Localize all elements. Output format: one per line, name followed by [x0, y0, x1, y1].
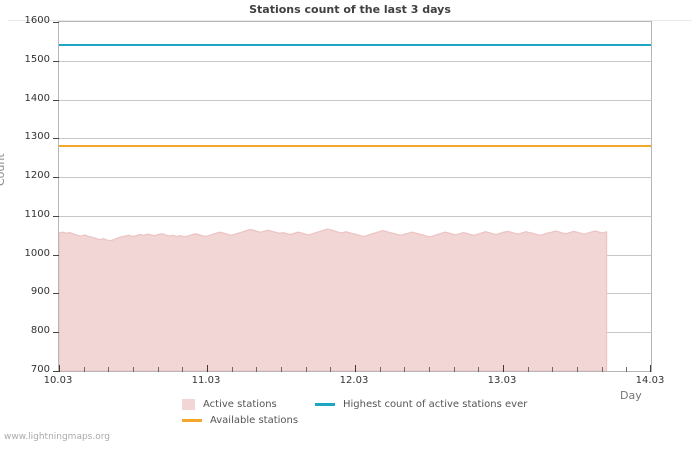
title-divider	[8, 20, 692, 21]
legend-label: Available stations	[210, 414, 299, 426]
active-stations-area-path	[59, 228, 608, 371]
plot-area	[53, 21, 652, 372]
x-tick-mark-major	[59, 365, 60, 372]
y-axis-tick-label: 1300	[24, 131, 50, 143]
legend-label: Active stations	[203, 398, 277, 410]
legend-swatch-line-icon	[182, 418, 202, 422]
chart-title: Stations count of the last 3 days	[249, 3, 451, 16]
y-tick-mark	[53, 255, 59, 256]
x-tick-mark-minor	[528, 367, 529, 372]
watermark: www.lightningmaps.org	[4, 432, 110, 442]
y-axis-tick-label: 900	[30, 286, 50, 298]
y-axis-tick-label: 1500	[24, 53, 50, 65]
x-tick-mark-minor	[84, 367, 85, 372]
x-axis-tick-label: 14.03	[635, 375, 665, 386]
chart-legend: Active stations Highest count of active …	[182, 396, 582, 428]
y-tick-mark	[53, 138, 59, 139]
x-tick-mark-minor	[552, 367, 553, 372]
x-tick-mark-minor	[256, 367, 257, 372]
legend-swatch-line-icon	[315, 402, 335, 406]
x-tick-mark-minor	[232, 367, 233, 372]
gridline	[59, 100, 651, 101]
y-tick-mark	[53, 61, 59, 62]
x-tick-mark-major	[650, 365, 651, 372]
x-tick-mark-minor	[306, 367, 307, 372]
y-axis-tick-label: 1400	[24, 92, 50, 104]
legend-swatch-box-icon	[182, 398, 195, 410]
y-axis-title: Count	[0, 153, 7, 186]
x-tick-mark-minor	[158, 367, 159, 372]
active-stations-area	[59, 228, 608, 371]
x-axis-tick-label: 13.03	[487, 375, 517, 386]
x-tick-mark-major	[355, 365, 356, 372]
y-tick-mark	[53, 332, 59, 333]
y-axis-tick-label: 800	[30, 325, 50, 337]
x-tick-mark-major	[503, 365, 504, 372]
x-axis-tick-label: 12.03	[339, 375, 369, 386]
y-tick-mark	[53, 22, 59, 23]
y-tick-mark	[53, 177, 59, 178]
x-tick-mark-minor	[380, 367, 381, 372]
x-tick-mark-minor	[626, 367, 627, 372]
y-tick-mark	[53, 100, 59, 101]
gridline	[59, 61, 651, 62]
x-tick-mark-minor	[182, 367, 183, 372]
x-tick-mark-minor	[454, 367, 455, 372]
gridline	[59, 216, 651, 217]
y-axis-tick-label: 1000	[24, 247, 50, 259]
x-axis-tick-label: 10.03	[43, 375, 73, 386]
y-axis-tick-label: 700	[30, 364, 50, 375]
x-tick-mark-minor	[404, 367, 405, 372]
y-tick-mark	[53, 371, 59, 372]
y-axis-tick-label: 1600	[24, 15, 50, 26]
y-tick-mark	[53, 216, 59, 217]
legend-row-1: Active stations Highest count of active …	[182, 396, 582, 412]
x-axis-tick-label: 11.03	[191, 375, 221, 386]
gridline	[59, 177, 651, 178]
available-stations-line	[59, 145, 651, 148]
legend-item-available-stations[interactable]: Available stations	[182, 412, 298, 428]
y-axis-tick-label: 1100	[24, 208, 50, 220]
legend-label: Highest count of active stations ever	[343, 398, 528, 410]
legend-item-highest-count[interactable]: Highest count of active stations ever	[315, 396, 527, 412]
x-tick-mark-minor	[108, 367, 109, 372]
y-tick-mark	[53, 293, 59, 294]
x-axis-title: Day	[620, 389, 642, 402]
x-tick-mark-minor	[133, 367, 134, 372]
highest-count-line	[59, 43, 651, 46]
x-tick-mark-minor	[577, 367, 578, 372]
legend-row-2: Available stations	[182, 412, 582, 428]
x-tick-mark-minor	[602, 367, 603, 372]
legend-item-active-stations[interactable]: Active stations	[182, 396, 277, 412]
x-tick-mark-major	[207, 365, 208, 372]
x-tick-mark-minor	[330, 367, 331, 372]
x-tick-mark-minor	[429, 367, 430, 372]
gridline	[59, 138, 651, 139]
x-tick-mark-minor	[478, 367, 479, 372]
x-tick-mark-minor	[281, 367, 282, 372]
y-axis-tick-label: 1200	[24, 170, 50, 182]
